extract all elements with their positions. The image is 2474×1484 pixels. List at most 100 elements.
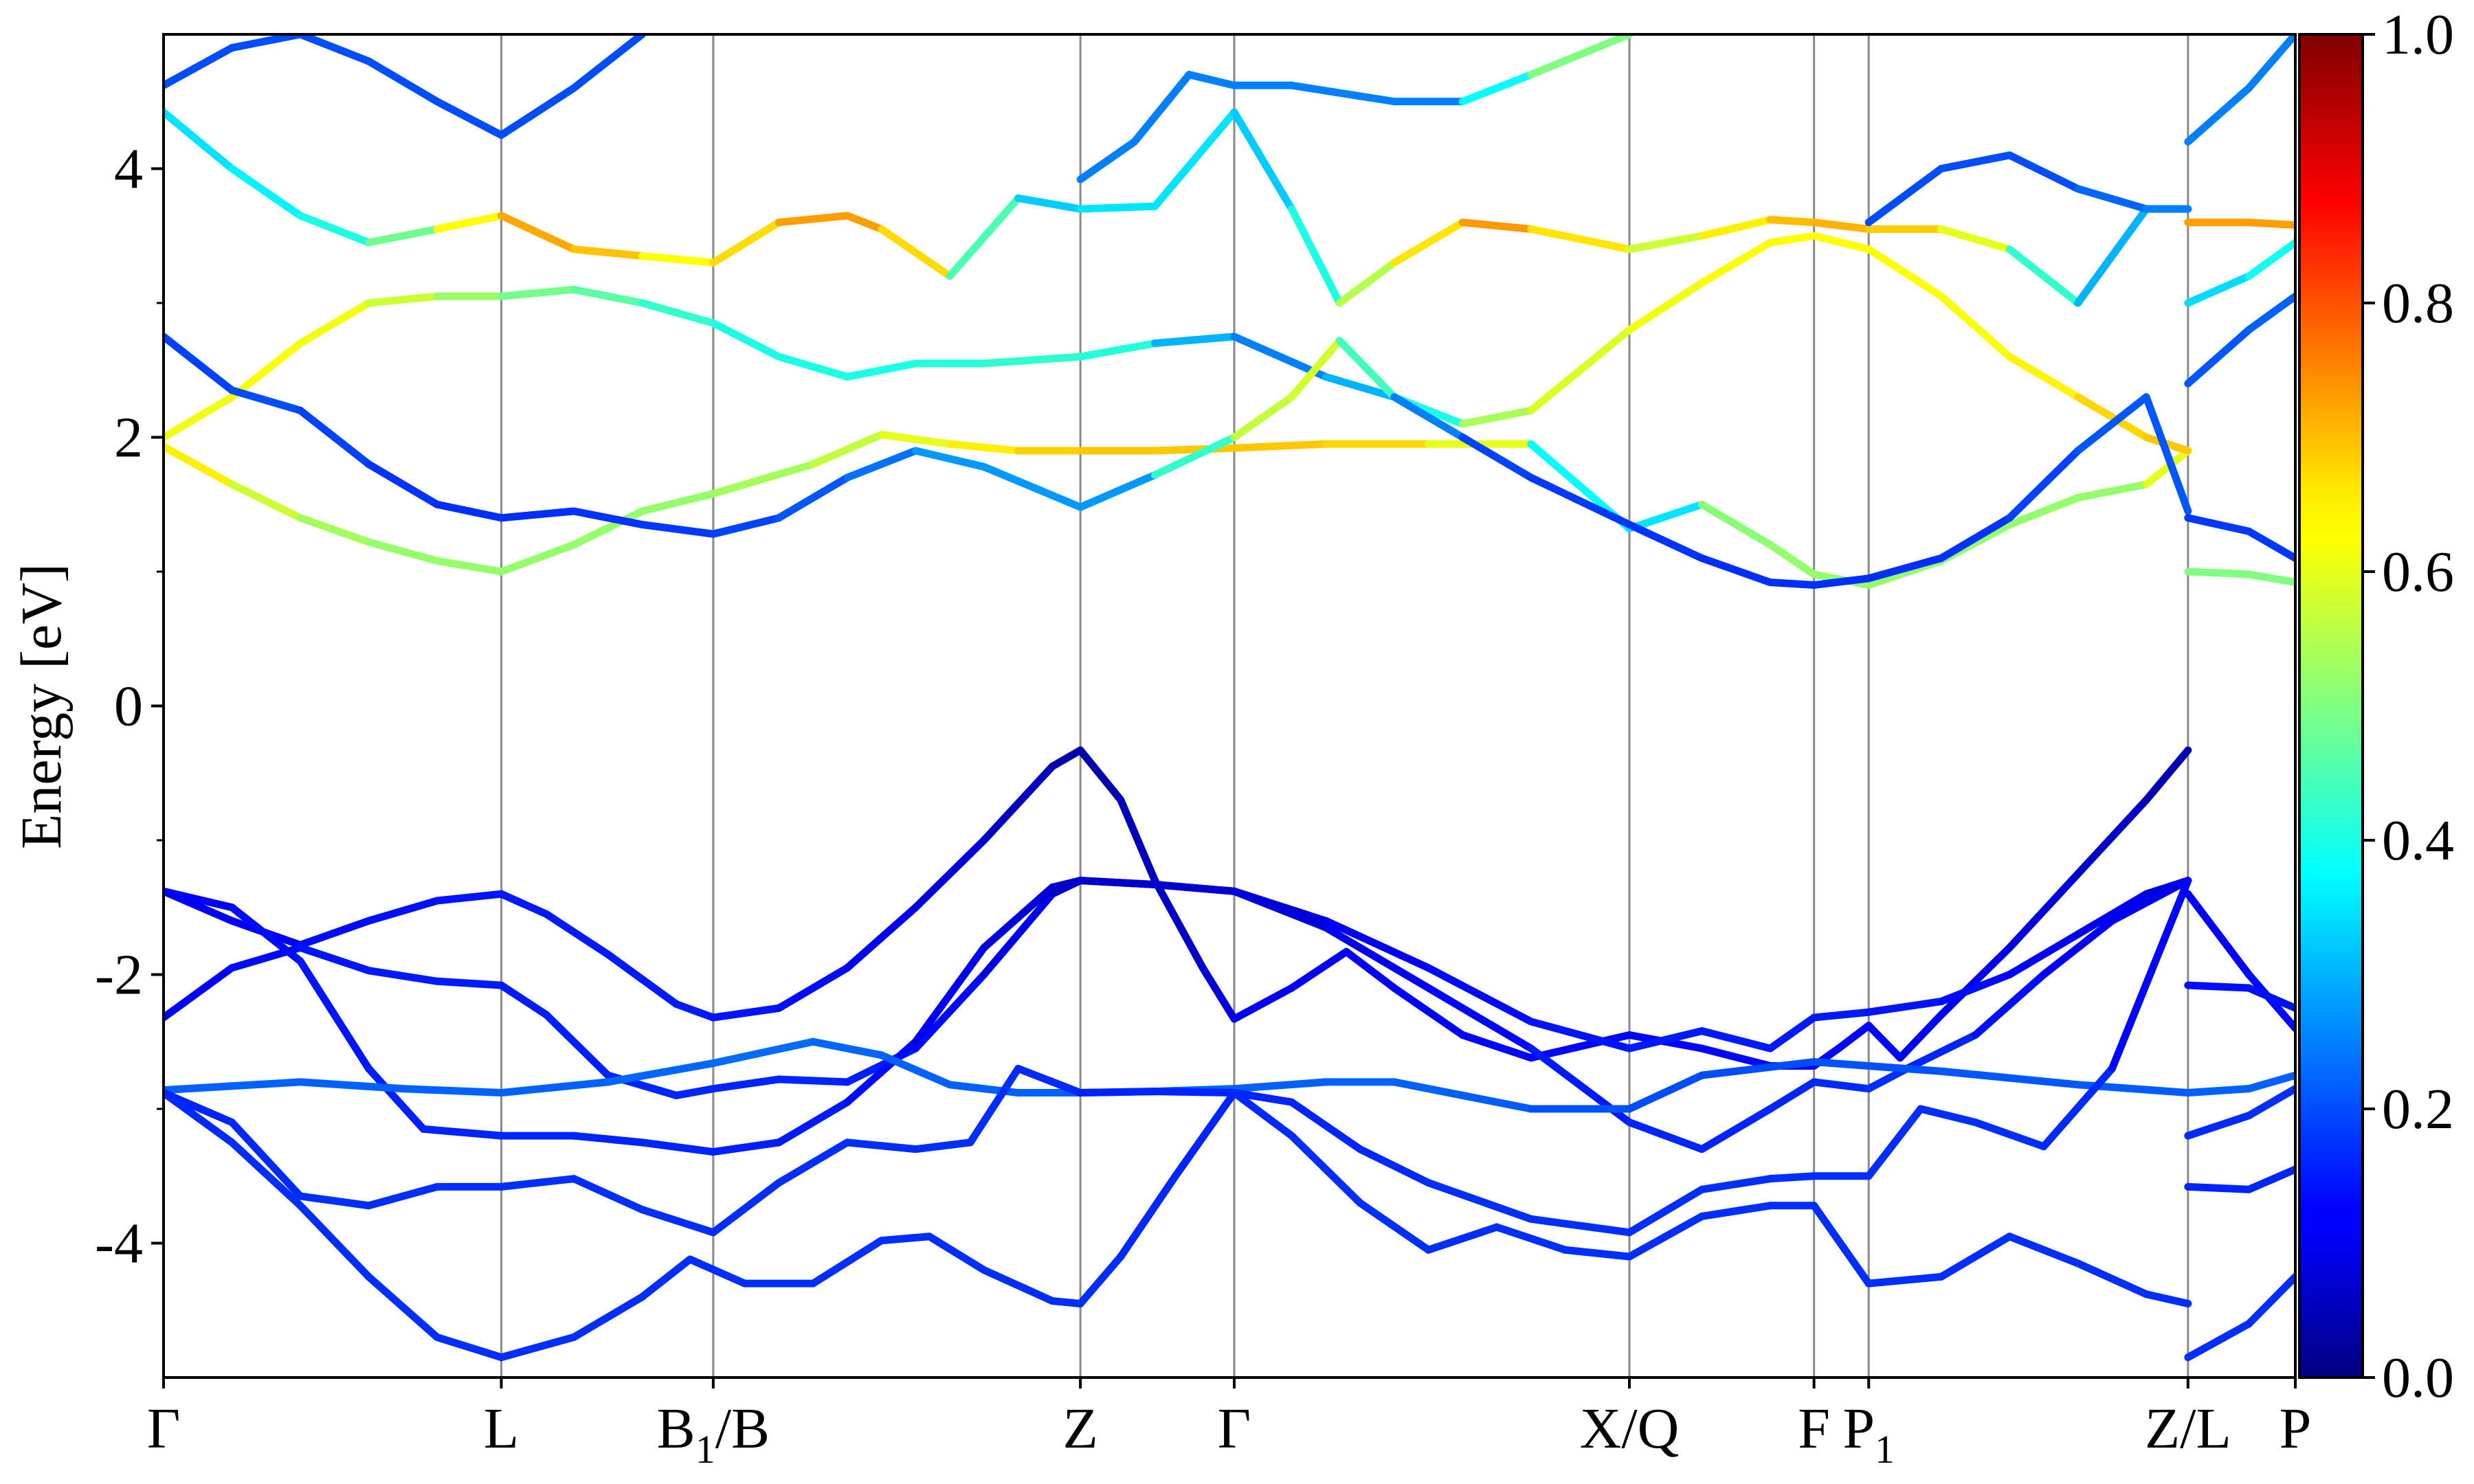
- band-segment: [686, 1255, 749, 1288]
- band-segment: [570, 1132, 646, 1147]
- band-segment: [1458, 406, 1535, 428]
- band-segment: [1527, 1018, 1634, 1053]
- band-segment: [2244, 238, 2295, 280]
- band-segment: [2184, 1320, 2253, 1362]
- band-segment: [709, 460, 817, 498]
- band-segment: [1527, 473, 1634, 529]
- band-segment: [1697, 1058, 1818, 1079]
- band-segment: [1896, 1011, 1946, 1062]
- band-series: [2184, 218, 2295, 229]
- band-segment: [911, 971, 988, 1053]
- band-segment: [1335, 258, 1398, 307]
- band-segment: [1356, 1145, 1433, 1187]
- band-segment: [1322, 923, 1433, 992]
- band-segment: [980, 762, 1056, 844]
- band-segment: [227, 34, 304, 52]
- band-segment: [296, 406, 372, 469]
- band-segment: [433, 500, 505, 522]
- band-segment: [604, 950, 680, 1009]
- band-segment: [2184, 272, 2253, 307]
- band-series: [2184, 292, 2295, 387]
- band-series: [164, 333, 2192, 589]
- band-segment: [1185, 71, 1238, 89]
- band-segment: [638, 490, 717, 515]
- band-segment: [1230, 440, 1330, 452]
- band-segment: [2074, 393, 2150, 441]
- band-segment: [1230, 393, 1296, 441]
- band-segment: [1810, 574, 1873, 589]
- band-segment: [1625, 500, 1706, 532]
- band-series: [1076, 34, 1634, 183]
- band-segment: [1625, 1118, 1706, 1154]
- band-series: [164, 746, 2192, 1070]
- band-segment: [1335, 337, 1398, 401]
- band-segment: [433, 98, 505, 139]
- band-segment: [2074, 796, 2150, 878]
- band-segment: [709, 1138, 783, 1156]
- band-segment: [227, 480, 304, 522]
- band-segment: [364, 225, 441, 247]
- band-segment: [2005, 930, 2082, 978]
- band-segment: [296, 917, 372, 949]
- band-segment: [296, 514, 372, 546]
- colorbar-tick-label: 0.2: [2382, 1077, 2454, 1141]
- band-segment: [946, 440, 1023, 455]
- band-segment: [164, 964, 236, 1022]
- band-segment: [604, 1059, 717, 1086]
- kpoint-label: F: [1798, 1397, 1830, 1461]
- band-segment: [1561, 1246, 1634, 1261]
- y-tick-label: -2: [95, 943, 143, 1007]
- band-segment: [1527, 225, 1634, 254]
- band-segment: [296, 34, 372, 65]
- band-series: [1864, 151, 2192, 227]
- band-segment: [227, 165, 304, 220]
- band-segment: [570, 34, 646, 92]
- band-segment: [1288, 947, 1350, 992]
- band-segment: [2244, 34, 2295, 92]
- band-segment: [1766, 578, 1818, 589]
- band-segment: [227, 903, 304, 965]
- band-segment: [497, 507, 578, 522]
- band-segment: [774, 352, 851, 381]
- band-segment: [2244, 570, 2295, 587]
- band-segment: [227, 1118, 304, 1200]
- band-segment: [980, 463, 1084, 511]
- band-segment: [1937, 292, 2014, 361]
- band-segment: [1458, 434, 1535, 482]
- band-segment: [227, 1078, 304, 1090]
- band-segment: [911, 447, 988, 471]
- band-series: [2184, 1085, 2295, 1140]
- band-segment: [1458, 71, 1535, 106]
- y-tick-label: 0: [114, 675, 143, 739]
- band-segment: [638, 1138, 717, 1156]
- band-segment: [878, 1233, 933, 1245]
- band-segment: [1864, 1105, 1925, 1180]
- band-segment: [164, 887, 236, 912]
- band-segment: [2074, 890, 2150, 938]
- band-segment: [911, 943, 988, 1046]
- band-segment: [1937, 1067, 2082, 1089]
- band-segment: [2244, 218, 2295, 229]
- band-segment: [1048, 1297, 1084, 1307]
- band-segment: [570, 245, 646, 260]
- band-segment: [2040, 1064, 2116, 1151]
- band-segment: [433, 212, 505, 233]
- band-segment: [227, 1138, 304, 1210]
- kpoint-label: Γ: [147, 1397, 181, 1461]
- band-segment: [925, 1233, 988, 1274]
- band-segment: [1014, 1064, 1084, 1097]
- kpoint-label: Γ: [1218, 1397, 1251, 1461]
- band-series: [2184, 1165, 2295, 1193]
- band-series: [2184, 890, 2295, 1033]
- band-segment: [364, 538, 441, 565]
- band-segment: [542, 910, 612, 958]
- band-segment: [1625, 232, 1706, 254]
- band-segment: [774, 1075, 851, 1086]
- band-lines: [164, 34, 2295, 1362]
- band-segment: [672, 1000, 717, 1022]
- band-segment: [364, 1064, 427, 1133]
- band-segment: [980, 1266, 1056, 1305]
- band-segment: [709, 1037, 817, 1068]
- band-segment: [1697, 554, 1774, 587]
- band-segment: [1151, 444, 1238, 455]
